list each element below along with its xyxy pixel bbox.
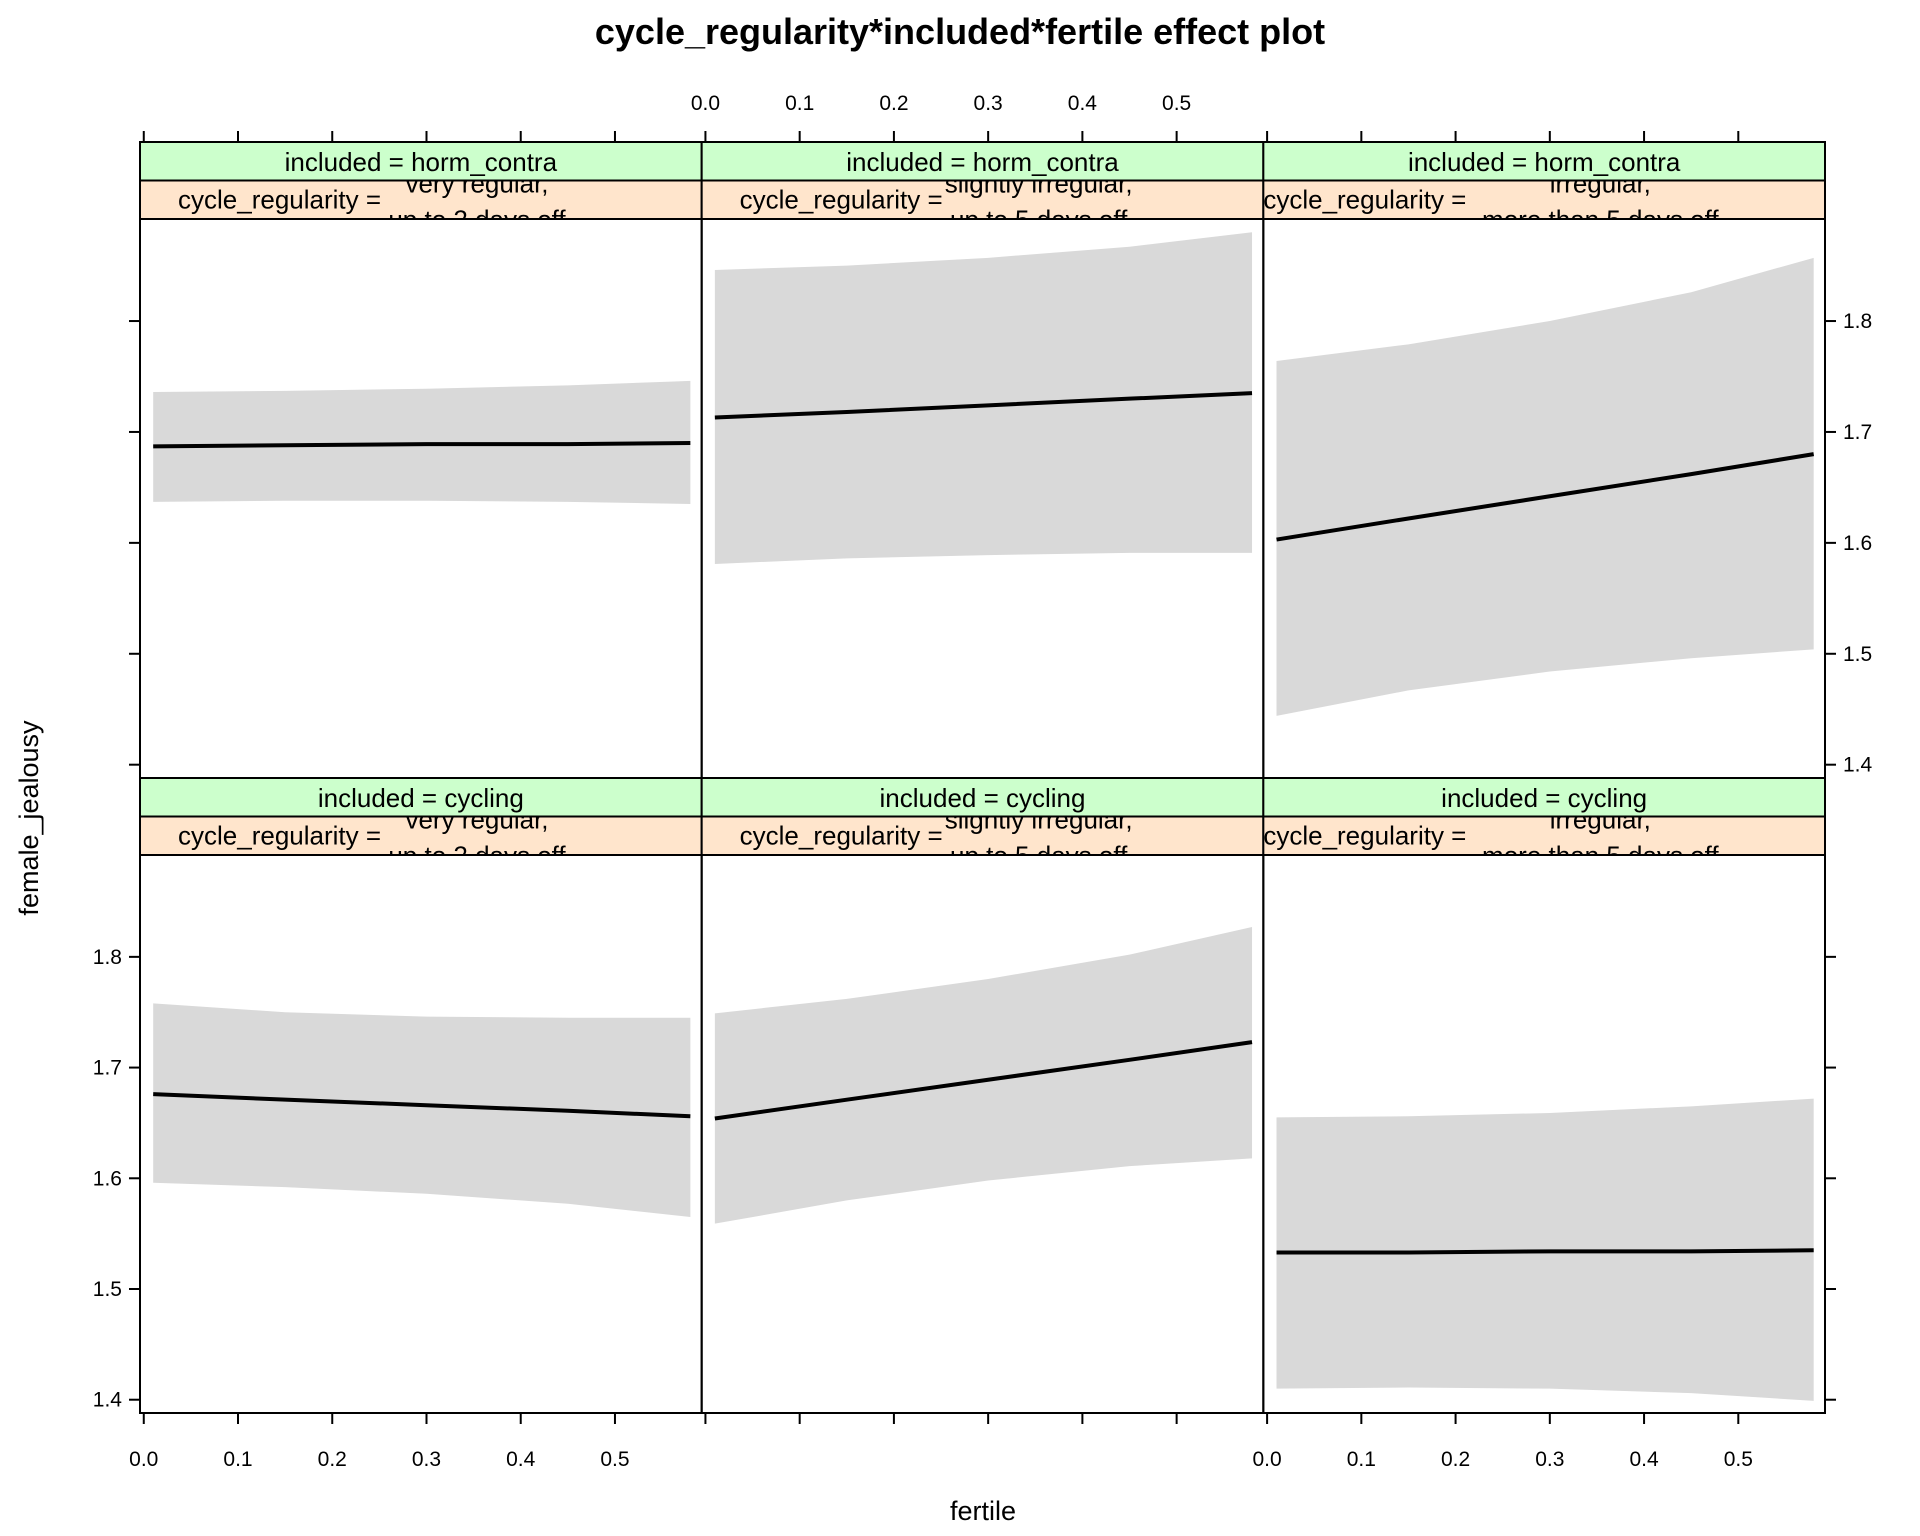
strip-label: included = cycling: [1441, 783, 1647, 813]
strip-label: cycle_regularity =: [1263, 821, 1466, 851]
y-tick-label: 1.5: [93, 1278, 122, 1301]
y-axis-label: female_jealousy: [14, 720, 44, 916]
x-tick-label: 0.3: [974, 92, 1003, 115]
fit-line: [1276, 452, 1815, 542]
y-tick-label: 1.7: [1843, 421, 1872, 444]
strip-cycle: [700, 179, 1265, 220]
fit-line: [714, 391, 1253, 420]
x-tick-label: 0.5: [600, 1448, 629, 1471]
strip-text: cycle_regularity = irregular, more than 5 …: [1263, 169, 1719, 235]
fit-line: [714, 1040, 1253, 1121]
x-tick-label: 0.1: [223, 1448, 252, 1471]
strip-label: included = horm_contra: [285, 147, 558, 177]
strip-included: [700, 141, 1265, 182]
strip-text: cycle_regularity = very regular, up to 2 d…: [178, 169, 566, 235]
y-tick-label: 1.4: [1843, 754, 1873, 777]
strip-label: cycle_regularity =: [740, 185, 943, 215]
x-tick-label: 0.5: [1162, 92, 1191, 115]
x-tick-label: 0.1: [785, 92, 814, 115]
confidence-band: [153, 1003, 691, 1218]
strip-label: cycle_regularity =: [178, 821, 381, 851]
confidence-band: [714, 232, 1253, 564]
y-tick-label: 1.4: [93, 1389, 123, 1412]
strip-value: very regular,: [405, 805, 548, 835]
x-tick-label: 0.5: [1724, 1448, 1753, 1471]
y-tick-label: 1.5: [1843, 643, 1872, 666]
x-tick-label: 0.2: [879, 92, 908, 115]
strip-label: included = cycling: [880, 783, 1086, 813]
x-tick-label: 0.4: [1629, 1448, 1659, 1471]
y-tick-label: 1.8: [1843, 310, 1872, 333]
x-tick-label: 0.4: [1068, 92, 1098, 115]
strip-value: up to 5 days off: [950, 205, 1128, 235]
x-tick-label: 0.3: [412, 1448, 441, 1471]
strip-value: irregular,: [1550, 169, 1651, 199]
strip-value: slightly irregular,: [945, 169, 1133, 199]
strip-cycle: [1262, 815, 1827, 856]
strip-text: cycle_regularity =slightly irregular, up …: [740, 169, 1133, 235]
strip-value: slightly irregular,: [945, 805, 1133, 835]
confidence-band: [1276, 257, 1814, 716]
x-tick-label: 0.1: [1347, 1448, 1376, 1471]
strip-label: included = cycling: [318, 783, 524, 813]
y-tick-label: 1.8: [93, 946, 122, 969]
strip-text: cycle_regularity = irregular, more than 5 …: [1263, 805, 1719, 871]
panel: included = cycling cycle_regularity = irre…: [1253, 777, 1836, 1471]
x-tick-label: 0.2: [1441, 1448, 1470, 1471]
strip-label: included = horm_contra: [1408, 147, 1681, 177]
x-tick-label: 0.2: [318, 1448, 347, 1471]
strip-cycle: [139, 179, 703, 220]
strip-value: more than 5 days off: [1482, 841, 1719, 871]
x-tick-label: 0.3: [1535, 1448, 1564, 1471]
strip-value: irregular,: [1550, 805, 1651, 835]
strip-label: included = horm_contra: [846, 147, 1119, 177]
strip-value: more than 5 days off: [1482, 205, 1719, 235]
x-axis-label: fertile: [950, 1496, 1016, 1526]
x-tick-label: 0.0: [1253, 1448, 1282, 1471]
strip-included: [700, 777, 1265, 818]
strip-included: [1262, 141, 1827, 182]
x-tick-label: 0.0: [691, 92, 720, 115]
y-tick-label: 1.6: [1843, 532, 1872, 555]
strip-cycle: [1262, 179, 1827, 220]
fit-line: [153, 441, 691, 449]
chart-title: cycle_regularity*included*fertile effect…: [595, 11, 1325, 52]
strip-value: up to 2 days off: [388, 205, 566, 235]
x-tick-label: 0.0: [129, 1448, 158, 1471]
strip-label: cycle_regularity =: [740, 821, 943, 851]
panel: included = cycling cycle_regularity = very…: [93, 777, 703, 1471]
strip-cycle: [700, 815, 1265, 856]
y-tick-label: 1.7: [93, 1057, 122, 1080]
confidence-band: [714, 926, 1253, 1224]
strip-value: very regular,: [405, 169, 548, 199]
strip-value: up to 2 days off: [388, 841, 566, 871]
strip-label: cycle_regularity =: [178, 185, 381, 215]
strip-included: [139, 141, 703, 182]
strip-included: [139, 777, 703, 818]
strip-value: up to 5 days off: [950, 841, 1128, 871]
y-tick-label: 1.6: [93, 1167, 122, 1190]
fit-line: [153, 1092, 691, 1119]
fit-line: [1276, 1248, 1814, 1255]
x-tick-label: 0.4: [506, 1448, 536, 1471]
strip-label: cycle_regularity =: [1263, 185, 1466, 215]
strip-text: cycle_regularity =slightly irregular, up …: [740, 805, 1133, 871]
strip-text: cycle_regularity = very regular, up to 2 d…: [178, 805, 566, 871]
